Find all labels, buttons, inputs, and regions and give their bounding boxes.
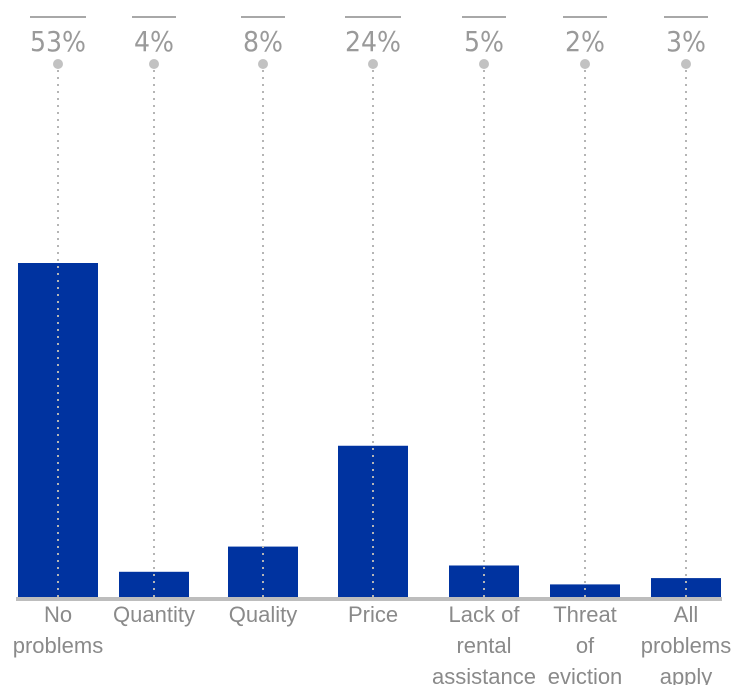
value-label-4: 5% <box>464 25 504 58</box>
guide-dot-0 <box>53 59 63 69</box>
value-label-0: 53% <box>30 25 86 58</box>
category-label-3: Price <box>348 602 398 627</box>
guide-dot-4 <box>479 59 489 69</box>
category-label-2: Quality <box>229 602 297 627</box>
guide-dot-2 <box>258 59 268 69</box>
value-label-6: 3% <box>666 25 706 58</box>
value-label-1: 4% <box>134 25 174 58</box>
guide-dot-5 <box>580 59 590 69</box>
guide-dot-6 <box>681 59 691 69</box>
bar-5 <box>550 584 620 597</box>
category-label-6: All problems apply <box>641 602 731 685</box>
value-label-5: 2% <box>565 25 605 58</box>
value-label-3: 24% <box>345 25 401 58</box>
category-label-0: No problems <box>13 602 103 658</box>
category-label-5: Threat of eviction <box>548 602 623 685</box>
guide-dot-1 <box>149 59 159 69</box>
labels-group: 53% No problems 4% Quantity 8% Quality 24% Price… <box>13 16 731 685</box>
bars-group <box>18 263 721 597</box>
category-label-4: Lack of rental assistance <box>432 602 536 685</box>
bar-0 <box>18 263 98 597</box>
bar-6 <box>651 578 721 597</box>
guide-dot-3 <box>368 59 378 69</box>
guides-group <box>53 59 691 597</box>
category-label-1: Quantity <box>113 602 195 627</box>
value-label-2: 8% <box>243 25 283 58</box>
